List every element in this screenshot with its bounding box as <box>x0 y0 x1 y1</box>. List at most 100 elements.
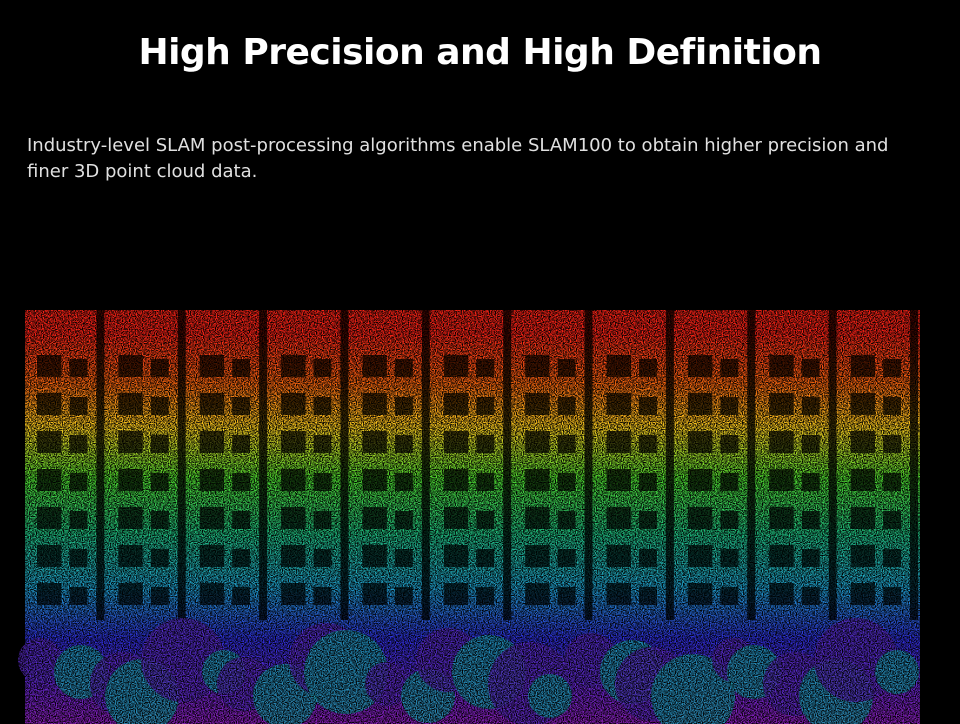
window <box>362 583 387 605</box>
window <box>883 359 902 377</box>
window <box>476 359 495 377</box>
window <box>232 359 251 377</box>
window <box>118 393 143 415</box>
window <box>606 545 631 567</box>
window <box>639 587 657 605</box>
window <box>801 435 820 453</box>
window <box>313 511 332 529</box>
window <box>313 587 332 605</box>
window <box>69 511 88 529</box>
window <box>443 469 469 491</box>
window <box>850 393 876 415</box>
window <box>232 473 251 491</box>
window <box>313 473 332 491</box>
window <box>476 587 495 605</box>
window <box>476 511 495 529</box>
window <box>150 587 169 605</box>
tree <box>875 650 919 694</box>
window <box>720 397 739 415</box>
window <box>150 473 169 491</box>
window <box>476 397 495 415</box>
window <box>199 393 225 415</box>
window <box>850 431 876 453</box>
window <box>394 511 413 529</box>
window <box>883 549 902 567</box>
window <box>362 355 387 377</box>
gap <box>747 300 756 620</box>
window <box>801 549 820 567</box>
gap <box>259 300 268 620</box>
window <box>69 587 88 605</box>
window <box>525 393 550 415</box>
window <box>606 393 631 415</box>
window <box>639 473 657 491</box>
window <box>150 359 169 377</box>
window <box>69 435 88 453</box>
window <box>199 583 225 605</box>
gap <box>340 300 349 620</box>
window <box>639 511 657 529</box>
window <box>443 545 469 567</box>
window <box>557 587 576 605</box>
window <box>394 397 413 415</box>
window <box>476 549 495 567</box>
window <box>37 393 62 415</box>
window <box>394 473 413 491</box>
window <box>118 583 143 605</box>
window <box>118 431 143 453</box>
window <box>883 473 902 491</box>
window <box>443 583 469 605</box>
window <box>281 431 306 453</box>
gap <box>584 300 593 620</box>
window <box>232 435 251 453</box>
window <box>557 435 576 453</box>
window <box>639 359 657 377</box>
window <box>606 469 631 491</box>
window <box>639 397 657 415</box>
window <box>525 545 550 567</box>
window <box>232 549 251 567</box>
window <box>443 431 469 453</box>
window <box>394 549 413 567</box>
window <box>606 431 631 453</box>
window <box>118 545 143 567</box>
window <box>232 511 251 529</box>
window <box>883 397 902 415</box>
window <box>313 435 332 453</box>
window <box>769 393 794 415</box>
window <box>720 359 739 377</box>
window <box>525 469 550 491</box>
window <box>720 511 739 529</box>
window <box>720 587 739 605</box>
window <box>883 435 902 453</box>
window <box>687 507 713 529</box>
window <box>769 431 794 453</box>
window <box>720 549 739 567</box>
window <box>362 431 387 453</box>
window <box>199 431 225 453</box>
window <box>118 355 143 377</box>
window <box>769 583 794 605</box>
window <box>769 545 794 567</box>
window <box>199 355 225 377</box>
window <box>232 587 251 605</box>
window <box>850 507 876 529</box>
window <box>557 473 576 491</box>
window <box>606 583 631 605</box>
page-title: High Precision and High Definition <box>138 32 822 73</box>
tree <box>18 638 62 682</box>
gap <box>421 300 430 620</box>
window <box>801 473 820 491</box>
window <box>687 545 713 567</box>
window <box>199 545 225 567</box>
buildings <box>18 280 920 724</box>
gap <box>828 300 837 620</box>
gap <box>96 300 105 620</box>
window <box>394 587 413 605</box>
window <box>69 397 88 415</box>
point-cloud-image <box>18 280 920 724</box>
window <box>443 393 469 415</box>
window <box>769 355 794 377</box>
window <box>525 355 550 377</box>
